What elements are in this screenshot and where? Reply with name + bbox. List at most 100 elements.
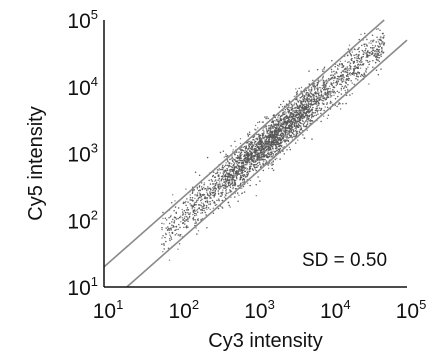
scatter-point bbox=[298, 106, 300, 109]
scatter-point bbox=[353, 72, 356, 75]
scatter-point bbox=[348, 73, 350, 75]
scatter-point bbox=[205, 214, 207, 216]
scatter-point bbox=[319, 80, 321, 82]
scatter-point bbox=[312, 106, 314, 109]
scatter-point bbox=[227, 182, 229, 184]
scatter-point bbox=[292, 116, 294, 118]
scatter-point bbox=[235, 146, 237, 148]
scatter-point bbox=[344, 89, 346, 92]
scatter-point bbox=[197, 198, 199, 200]
scatter-point bbox=[257, 165, 259, 167]
scatter-point bbox=[228, 172, 231, 175]
scatter-point bbox=[273, 143, 275, 145]
scatter-point bbox=[378, 50, 380, 52]
scatter-point bbox=[184, 214, 187, 216]
scatter-point bbox=[177, 228, 179, 231]
scatter-point bbox=[305, 89, 307, 92]
scatter-point bbox=[222, 187, 225, 189]
scatter-point bbox=[266, 131, 269, 133]
scatter-point bbox=[275, 120, 277, 122]
scatter-point bbox=[323, 66, 326, 69]
scatter-point bbox=[338, 65, 340, 67]
scatter-point bbox=[216, 169, 219, 171]
scatter-point bbox=[255, 141, 257, 143]
scatter-point bbox=[192, 211, 195, 213]
scatter-point bbox=[316, 82, 318, 84]
scatter-point bbox=[307, 106, 309, 109]
scatter-point bbox=[167, 226, 169, 228]
scatter-point bbox=[288, 118, 290, 120]
scatter-point bbox=[180, 234, 182, 236]
scatter-point bbox=[326, 96, 328, 99]
scatter-point bbox=[254, 124, 257, 127]
scatter-point bbox=[163, 248, 165, 250]
scatter-point bbox=[344, 85, 347, 87]
scatter-point bbox=[240, 172, 243, 174]
scatter-point bbox=[295, 98, 297, 101]
scatter-point bbox=[278, 143, 281, 145]
scatter-point bbox=[350, 54, 352, 56]
scatter-point bbox=[286, 115, 288, 118]
scatter-point bbox=[225, 170, 227, 172]
scatter-point bbox=[373, 55, 375, 57]
scatter-point bbox=[347, 88, 349, 91]
scatter-point bbox=[244, 170, 247, 173]
scatter-point bbox=[178, 223, 180, 226]
scatter-point bbox=[336, 67, 339, 70]
scatter-point bbox=[350, 68, 352, 70]
scatter-point bbox=[228, 175, 230, 178]
scatter-point bbox=[257, 133, 259, 136]
scatter-point bbox=[267, 164, 270, 166]
scatter-point bbox=[291, 119, 293, 121]
scatter-point bbox=[259, 166, 262, 168]
scatter-point bbox=[230, 178, 233, 180]
scatter-point bbox=[270, 163, 272, 165]
scatter-point bbox=[243, 155, 246, 157]
scatter-point bbox=[340, 79, 342, 81]
scatter-point bbox=[298, 114, 300, 116]
scatter-point bbox=[249, 167, 251, 169]
scatter-point bbox=[283, 127, 285, 129]
scatter-point bbox=[357, 66, 359, 68]
scatter-point bbox=[289, 136, 291, 139]
scatter-point bbox=[278, 123, 280, 126]
scatter-point bbox=[251, 168, 254, 170]
scatter-point bbox=[186, 198, 188, 200]
scatter-point bbox=[346, 73, 349, 76]
scatter-point bbox=[200, 204, 202, 207]
scatter-point bbox=[220, 192, 222, 194]
scatter-point bbox=[188, 217, 191, 219]
scatter-point bbox=[346, 68, 348, 70]
scatter-point bbox=[356, 72, 358, 75]
scatter-point bbox=[219, 172, 222, 174]
scatter-point bbox=[320, 112, 322, 115]
scatter-point bbox=[249, 179, 252, 182]
scatter-point bbox=[300, 90, 302, 93]
scatter-point bbox=[265, 125, 267, 127]
scatter-point bbox=[252, 136, 254, 139]
scatter-point bbox=[262, 134, 264, 137]
scatter-point bbox=[304, 95, 306, 97]
scatter-point bbox=[194, 207, 196, 209]
scatter-point bbox=[380, 55, 382, 57]
scatter-point bbox=[270, 162, 273, 164]
scatter-point bbox=[294, 109, 296, 112]
scatter-point bbox=[253, 151, 256, 153]
scatter-point bbox=[184, 216, 186, 218]
scatter-point bbox=[200, 212, 202, 214]
scatter-point bbox=[336, 78, 338, 80]
scatter-point bbox=[337, 95, 339, 98]
scatter-point bbox=[252, 151, 255, 153]
scatter-point bbox=[168, 217, 170, 219]
scatter-point bbox=[266, 145, 268, 147]
scatter-point bbox=[242, 171, 244, 174]
scatter-point bbox=[209, 201, 211, 203]
scatter-point bbox=[286, 132, 288, 134]
scatter-point bbox=[279, 147, 281, 150]
scatter-point bbox=[326, 117, 329, 120]
scatter-point bbox=[274, 141, 277, 144]
scatter-point bbox=[246, 171, 249, 173]
scatter-point bbox=[231, 159, 234, 161]
scatter-point bbox=[168, 229, 170, 231]
scatter-point bbox=[226, 164, 228, 166]
